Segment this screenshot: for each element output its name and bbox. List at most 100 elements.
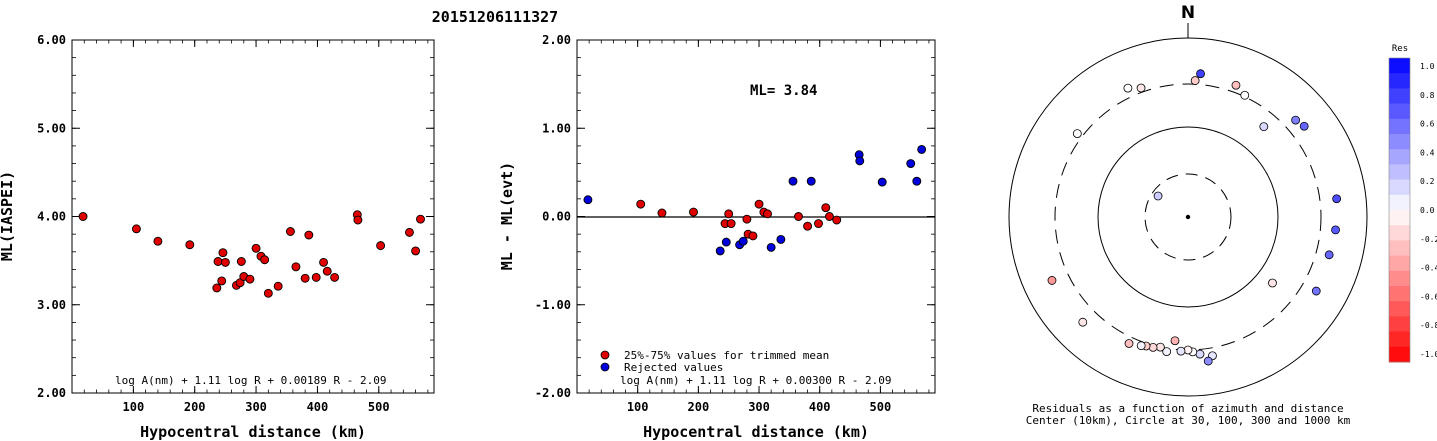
- legend-rejected-label: Rejected values: [624, 361, 723, 374]
- residual-x-tick-label: 300: [748, 400, 770, 414]
- colorbar-label: -0.6: [1420, 292, 1437, 301]
- ml-point-series0: [319, 257, 329, 267]
- residual-point-series1: [906, 159, 916, 169]
- ml-y-tick-label: 4.00: [37, 210, 66, 224]
- colorbar-label: -0.2: [1420, 235, 1437, 244]
- residual-point-series0: [636, 199, 646, 209]
- event-title: 20151206111327: [432, 8, 558, 26]
- azimuth-caption-line1: Residuals as a function of azimuth and d…: [1032, 402, 1343, 415]
- ml-point-series0: [78, 212, 88, 221]
- legend-rejected-marker: [600, 362, 610, 372]
- ml-y-tick-label: 5.00: [37, 121, 66, 135]
- ml-point-series0: [405, 227, 414, 237]
- residual-y-tick-label: -1.00: [535, 298, 571, 312]
- ml-point-series0: [322, 266, 332, 276]
- colorbar-cell: [1389, 240, 1410, 257]
- residual-point-series1: [715, 246, 725, 256]
- ml-point-series0: [218, 248, 228, 258]
- station-residual-marker: [1123, 83, 1133, 93]
- station-residual-marker: [1047, 276, 1057, 285]
- residual-point-series0: [832, 215, 842, 225]
- residual-x-tick-label: 500: [870, 400, 892, 414]
- station-residual-marker: [1240, 90, 1250, 100]
- residual-point-series0: [794, 212, 803, 221]
- ml-y-tick-label: 6.00: [37, 33, 66, 47]
- ml-value-label: ML= 3.84: [750, 83, 817, 99]
- residual-point-series1: [583, 195, 593, 205]
- ml-x-tick-label: 300: [245, 400, 267, 414]
- colorbar-cell: [1389, 301, 1410, 317]
- ring-100km: [1097, 126, 1279, 308]
- station-residual-marker: [1324, 250, 1334, 260]
- station-residual-marker: [1148, 342, 1158, 352]
- colorbar-cell: [1389, 210, 1410, 226]
- station-residual-marker: [1332, 194, 1342, 204]
- ml-point-series0: [185, 240, 195, 250]
- station-residual-marker: [1153, 191, 1163, 201]
- ml-point-series0: [353, 215, 363, 225]
- residual-point-series0: [742, 214, 752, 224]
- residual-y-tick-label: 1.00: [542, 121, 571, 135]
- residual-y-axis-label: ML - ML(evt): [498, 162, 516, 270]
- colorbar-cell: [1389, 194, 1410, 211]
- residual-point-series0: [657, 208, 667, 218]
- residual-y-tick-label: -2.00: [535, 386, 571, 400]
- residual-point-series1: [917, 144, 927, 154]
- ml-x-tick-label: 500: [368, 400, 390, 414]
- residual-point-series0: [803, 221, 813, 231]
- station-residual-marker: [1078, 317, 1088, 327]
- colorbar-cell: [1389, 270, 1410, 287]
- ml-point-series0: [212, 283, 222, 293]
- residual-x-tick-label: 400: [809, 400, 831, 414]
- colorbar-label: -0.4: [1420, 264, 1437, 273]
- station-residual-marker: [1331, 225, 1340, 235]
- ml-point-series0: [416, 214, 425, 224]
- ml-point-series0: [251, 243, 261, 253]
- colorbar-cell: [1389, 58, 1410, 74]
- residual-x-tick-label: 200: [688, 400, 710, 414]
- legend-trimmed-label: 25%-75% values for trimmed mean: [624, 349, 829, 362]
- residual-point-series0: [726, 219, 736, 229]
- colorbar-cell: [1389, 179, 1410, 196]
- residual-point-series1: [912, 176, 922, 186]
- colorbar-cell: [1389, 103, 1410, 120]
- colorbar-label: 0.6: [1420, 120, 1435, 129]
- residual-point-series0: [763, 209, 772, 219]
- station-residual-marker: [1203, 356, 1213, 366]
- colorbar-frame: [1388, 57, 1411, 363]
- residual-point-series1: [806, 176, 816, 186]
- colorbar-title: Res: [1392, 44, 1408, 54]
- ring-30km: [1144, 173, 1232, 261]
- residual-point-series1: [721, 237, 731, 247]
- ml-x-tick-label: 200: [184, 400, 206, 414]
- ml-point-series0: [260, 255, 270, 265]
- colorbar-label: -0.8: [1420, 321, 1437, 330]
- residual-x-tick-label: 100: [627, 400, 649, 414]
- ml-y-tick-label: 3.00: [37, 298, 66, 312]
- colorbar-label: 1.0: [1420, 62, 1435, 71]
- ml-point-series0: [330, 272, 340, 282]
- ml-point-series0: [220, 257, 230, 267]
- residual-point-series1: [855, 156, 865, 166]
- ml-point-series0: [411, 246, 421, 256]
- colorbar-cell: [1389, 73, 1410, 89]
- residual-point-series0: [821, 203, 831, 213]
- ml-y-tick-label: 2.00: [37, 386, 66, 400]
- station-residual-marker: [1299, 121, 1309, 131]
- station-residual-marker: [1124, 339, 1134, 348]
- residual-x-axis-label: Hypocentral distance (km): [643, 423, 869, 441]
- station-residual-marker: [1176, 346, 1186, 356]
- ml-point-series0: [300, 273, 310, 283]
- residual-point-series0: [814, 219, 823, 229]
- station-residual-marker: [1268, 278, 1277, 288]
- residual-point-series1: [877, 177, 887, 187]
- ml-x-axis-label: Hypocentral distance (km): [140, 423, 366, 441]
- residual-point-series0: [748, 231, 758, 241]
- colorbar-label: -1.0: [1420, 350, 1437, 359]
- station-residual-marker: [1291, 115, 1301, 125]
- residual-point-series0: [754, 199, 764, 209]
- azimuth-distance-plot: N Residuals as a function of azimuth and…: [1008, 3, 1368, 427]
- colorbar-cell: [1389, 88, 1410, 105]
- ml-point-series0: [217, 276, 227, 286]
